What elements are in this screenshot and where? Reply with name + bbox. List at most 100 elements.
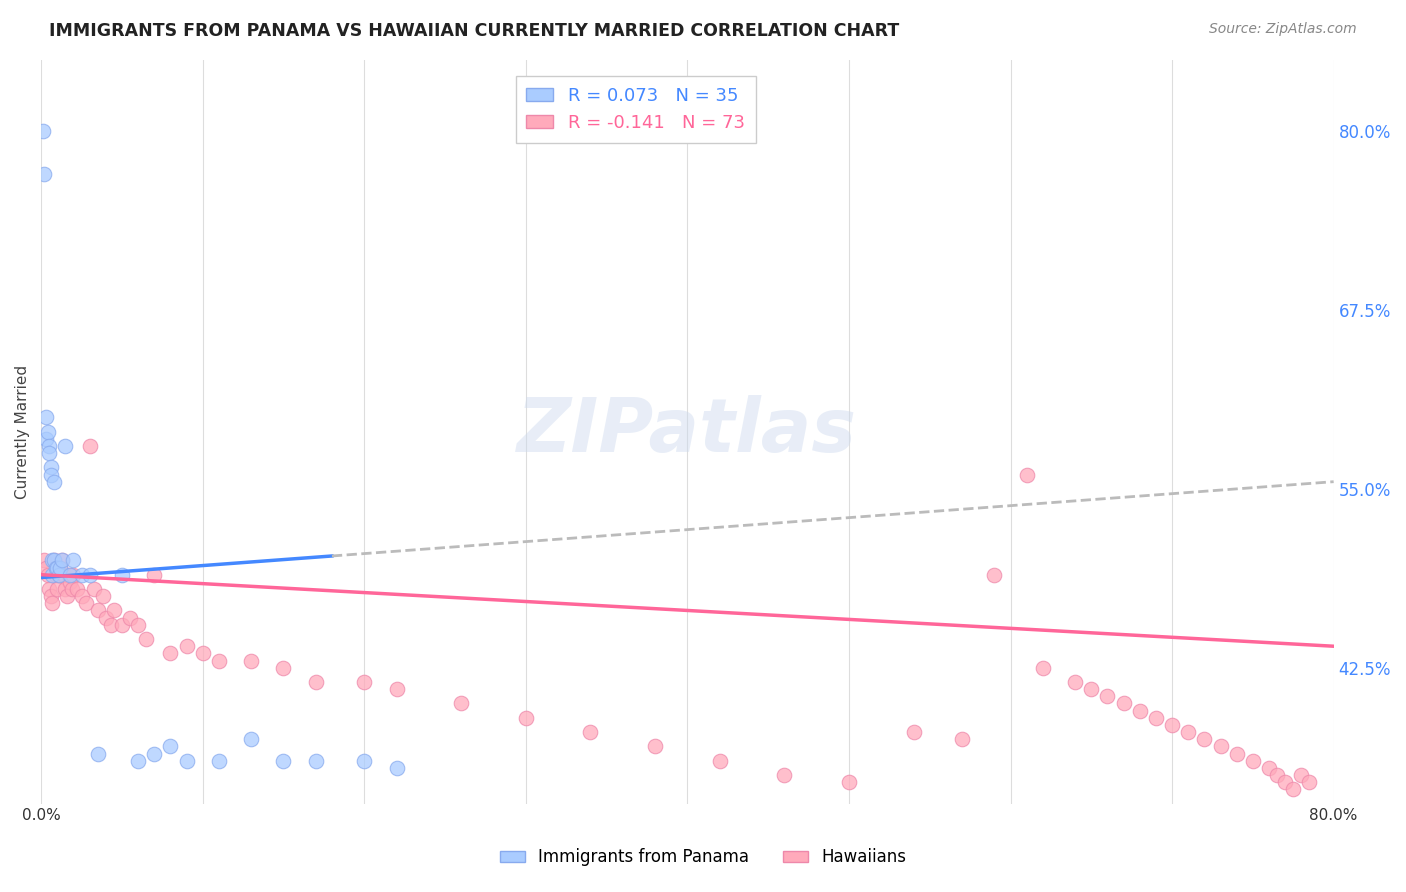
Point	[353, 675, 375, 690]
Point	[53, 582, 76, 596]
Point	[35, 432, 58, 446]
Point	[1209, 739, 1232, 754]
Point	[385, 761, 408, 775]
Point	[579, 725, 602, 739]
Point	[45, 567, 67, 582]
Point	[42, 553, 65, 567]
Text: Source: ZipAtlas.com: Source: ZipAtlas.com	[1209, 22, 1357, 37]
Point	[1112, 697, 1135, 711]
Point	[1097, 690, 1119, 704]
Point	[41, 596, 63, 610]
Point	[1241, 754, 1264, 768]
Point	[903, 725, 925, 739]
Point	[42, 475, 65, 489]
Point	[111, 617, 134, 632]
Point	[41, 567, 63, 582]
Point	[1291, 768, 1313, 782]
Point	[56, 589, 79, 603]
Point	[86, 747, 108, 761]
Point	[58, 567, 80, 582]
Point	[52, 567, 75, 582]
Point	[111, 567, 134, 582]
Point	[1258, 761, 1281, 775]
Point	[41, 553, 63, 567]
Point	[385, 682, 408, 697]
Point	[208, 654, 231, 668]
Point	[39, 467, 62, 482]
Point	[1226, 747, 1249, 761]
Point	[176, 754, 198, 768]
Point	[34, 167, 56, 181]
Point	[1265, 768, 1288, 782]
Point	[51, 553, 73, 567]
Point	[1080, 682, 1102, 697]
Point	[37, 567, 59, 582]
Point	[46, 560, 69, 574]
Point	[49, 560, 72, 574]
Point	[35, 560, 58, 574]
Point	[240, 654, 263, 668]
Text: ZIPatlas: ZIPatlas	[517, 395, 858, 468]
Point	[75, 596, 97, 610]
Point	[100, 617, 122, 632]
Point	[1274, 775, 1296, 789]
Point	[709, 754, 731, 768]
Point	[1032, 661, 1054, 675]
Point	[62, 567, 84, 582]
Point	[176, 639, 198, 653]
Point	[39, 460, 62, 475]
Point	[143, 747, 166, 761]
Point	[1194, 732, 1216, 747]
Point	[48, 567, 70, 582]
Point	[94, 610, 117, 624]
Point	[515, 711, 537, 725]
Point	[305, 675, 328, 690]
Point	[79, 567, 101, 582]
Point	[118, 610, 141, 624]
Point	[273, 661, 295, 675]
Point	[159, 646, 181, 660]
Point	[1064, 675, 1087, 690]
Y-axis label: Currently Married: Currently Married	[15, 365, 30, 499]
Point	[450, 697, 472, 711]
Point	[31, 124, 53, 138]
Point	[191, 646, 214, 660]
Point	[39, 589, 62, 603]
Point	[240, 732, 263, 747]
Point	[59, 574, 82, 589]
Point	[127, 617, 149, 632]
Point	[1177, 725, 1199, 739]
Point	[70, 567, 93, 582]
Point	[353, 754, 375, 768]
Point	[59, 567, 82, 582]
Point	[1298, 775, 1320, 789]
Point	[159, 739, 181, 754]
Point	[66, 582, 89, 596]
Point	[48, 567, 70, 582]
Point	[773, 768, 796, 782]
Point	[34, 553, 56, 567]
Point	[83, 582, 105, 596]
Point	[79, 439, 101, 453]
Text: IMMIGRANTS FROM PANAMA VS HAWAIIAN CURRENTLY MARRIED CORRELATION CHART: IMMIGRANTS FROM PANAMA VS HAWAIIAN CURRE…	[49, 22, 900, 40]
Point	[1282, 782, 1305, 797]
Point	[305, 754, 328, 768]
Point	[38, 439, 60, 453]
Point	[143, 567, 166, 582]
Point	[91, 589, 114, 603]
Point	[273, 754, 295, 768]
Point	[1015, 467, 1038, 482]
Point	[103, 603, 125, 617]
Point	[42, 553, 65, 567]
Point	[51, 553, 73, 567]
Point	[950, 732, 973, 747]
Point	[38, 582, 60, 596]
Point	[86, 603, 108, 617]
Point	[70, 589, 93, 603]
Point	[838, 775, 860, 789]
Point	[37, 425, 59, 439]
Point	[644, 739, 666, 754]
Point	[135, 632, 157, 646]
Point	[62, 553, 84, 567]
Point	[45, 560, 67, 574]
